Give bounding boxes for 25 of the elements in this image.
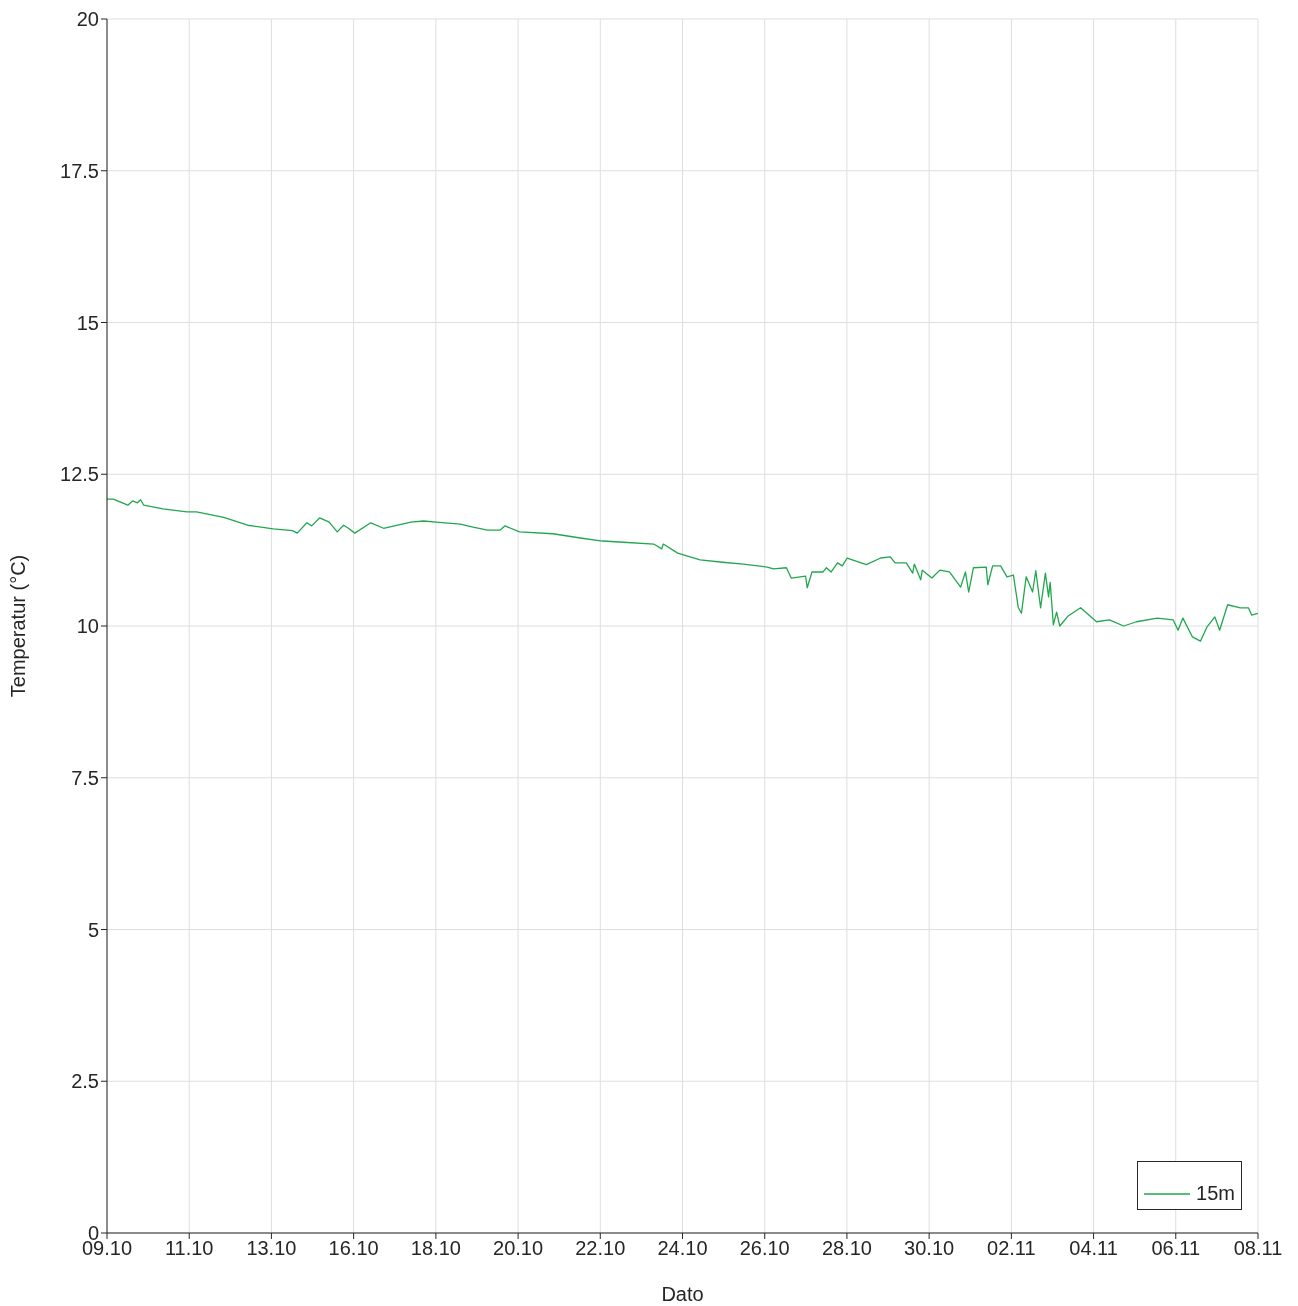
x-tick-label: 13.10 [246, 1237, 297, 1260]
x-tick-label: 30.10 [904, 1237, 955, 1260]
x-tick-label: 06.11 [1151, 1237, 1201, 1260]
y-tick-label: 10 [76, 615, 99, 638]
x-tick-label: 18.10 [410, 1237, 461, 1260]
x-axis-title: Dato [661, 1283, 704, 1305]
x-tick-label: 08.11 [1233, 1237, 1283, 1260]
y-tick-label: 12.5 [60, 463, 99, 486]
y-tick-label: 20 [76, 8, 99, 31]
legend-label: 15m [1196, 1182, 1235, 1205]
x-tick-label: 04.11 [1069, 1237, 1118, 1260]
x-tick-label: 24.10 [657, 1237, 708, 1260]
y-axis-title: Temperatur (°C) [7, 554, 30, 698]
x-tick-label: 11.10 [164, 1237, 214, 1260]
y-tick-label: 2.5 [71, 1070, 99, 1093]
x-tick-label: 28.10 [821, 1237, 872, 1260]
x-tick-label: 02.11 [987, 1237, 1036, 1260]
y-tick-label: 5 [87, 918, 99, 941]
x-tick-label: 16.10 [328, 1237, 379, 1260]
y-tick-label: 15 [76, 311, 99, 334]
x-tick-label: 20.10 [493, 1237, 544, 1260]
y-tick-label: 17.5 [60, 159, 99, 182]
x-tick-label: 26.10 [739, 1237, 790, 1260]
y-tick-label: 7.5 [71, 766, 99, 789]
x-tick-label: 22.10 [575, 1237, 626, 1260]
